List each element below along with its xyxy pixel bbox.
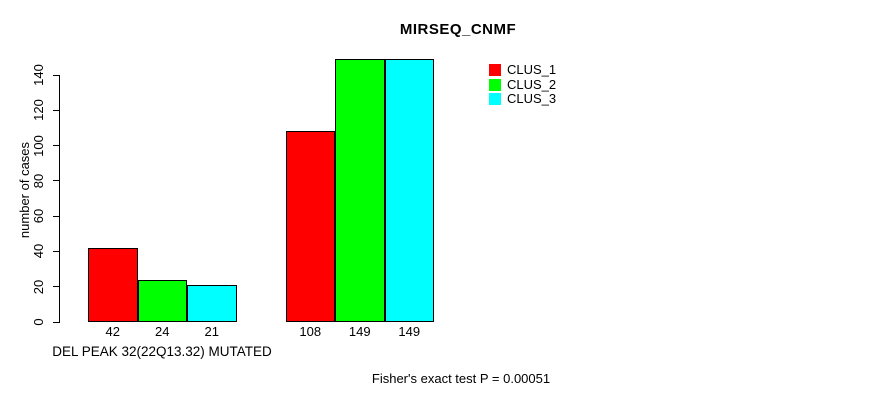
x-axis-group-label: DEL PEAK 32(22Q13.32) MUTATED	[52, 344, 272, 359]
y-tick-mark	[53, 74, 60, 76]
bar-clus_1-group2	[285, 131, 335, 322]
chart-title: MIRSEQ_CNMF	[399, 21, 517, 38]
y-tick-mark	[53, 250, 60, 252]
y-tick-label: 40	[31, 244, 46, 259]
legend-label: CLUS_3	[507, 91, 557, 107]
y-tick-label: 60	[31, 208, 46, 224]
y-tick-label: 0	[31, 318, 46, 326]
bar-value-label: 149	[398, 324, 421, 339]
bar-clus_3-group1	[187, 284, 237, 322]
y-tick-label: 140	[31, 64, 46, 86]
legend-row-clus_3: CLUS_3	[489, 92, 556, 107]
bar-value-label: 24	[155, 324, 170, 339]
bar-clus_2-group1	[137, 279, 187, 322]
legend-label: CLUS_2	[507, 76, 557, 92]
y-axis-line	[59, 75, 60, 322]
bar-clus_2-group2	[335, 59, 385, 322]
y-tick-label: 80	[31, 173, 46, 189]
bar-clus_3-group2	[384, 59, 434, 322]
bar-value-label: 108	[299, 324, 322, 339]
legend-label: CLUS_1	[507, 62, 557, 78]
bar-value-label: 21	[204, 324, 219, 339]
bar-value-label: 42	[105, 324, 120, 339]
legend-swatch-clus_3	[489, 93, 501, 106]
fisher-test-annotation: Fisher's exact test P = 0.00051	[371, 371, 551, 386]
y-tick-mark	[53, 215, 60, 217]
y-tick-label: 100	[31, 134, 46, 157]
y-tick-mark	[53, 321, 60, 323]
bar-clus_1-group1	[88, 247, 138, 322]
y-tick-label: 120	[31, 99, 46, 122]
legend: CLUS_1 CLUS_2 CLUS_3	[489, 63, 556, 107]
legend-swatch-clus_1	[489, 64, 501, 77]
legend-row-clus_1: CLUS_1	[489, 63, 556, 78]
y-tick-mark	[53, 286, 60, 288]
y-tick-mark	[53, 180, 60, 182]
legend-swatch-clus_2	[489, 78, 501, 91]
y-tick-mark	[53, 145, 60, 147]
y-tick-mark	[53, 109, 60, 111]
bar-value-label: 149	[348, 324, 371, 339]
y-tick-label: 20	[31, 279, 46, 294]
legend-row-clus_2: CLUS_2	[489, 76, 557, 93]
